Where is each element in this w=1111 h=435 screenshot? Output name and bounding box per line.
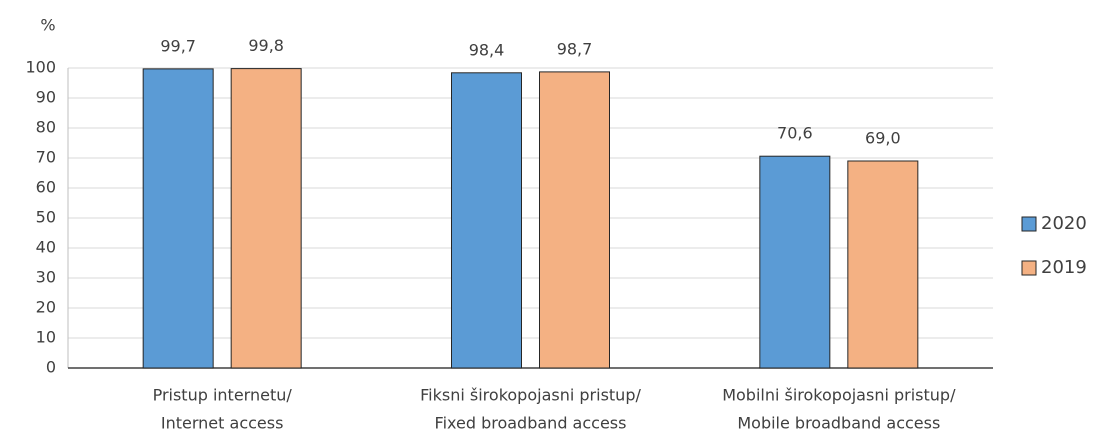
legend-label: 2020 (1041, 213, 1087, 234)
y-tick-label: 40 (36, 238, 56, 257)
y-tick-label: 30 (36, 268, 56, 287)
y-tick-label: 80 (36, 118, 56, 137)
y-tick-label: 90 (36, 88, 56, 107)
x-tick-label: Mobile broadband access (737, 414, 940, 433)
x-tick-label: Fiksni širokopojasni pristup/ (420, 386, 641, 405)
legend-swatch (1021, 216, 1037, 232)
y-tick-label: 20 (36, 298, 56, 317)
value-label: 99,8 (248, 36, 284, 55)
x-tick-label: Pristup internetu/ (153, 386, 293, 405)
y-axis-label: % (40, 16, 55, 35)
bar (230, 68, 302, 369)
x-tick-label: Fixed broadband access (435, 414, 627, 433)
bar (759, 155, 831, 369)
value-label: 69,0 (865, 129, 901, 148)
bar (539, 71, 610, 369)
value-label: 70,6 (777, 124, 813, 143)
value-label: 98,7 (557, 39, 593, 58)
y-tick-label: 70 (36, 148, 56, 167)
bar (847, 160, 919, 369)
y-tick-label: 60 (36, 178, 56, 197)
y-tick-label: 50 (36, 208, 56, 227)
y-tick-label: 10 (36, 328, 56, 347)
bar (142, 68, 214, 369)
x-tick-label: Mobilni širokopojasni pristup/ (722, 386, 956, 405)
y-tick-label: 100 (25, 58, 56, 77)
legend-label: 2019 (1041, 257, 1087, 278)
y-tick-label: 0 (46, 358, 56, 377)
value-label: 98,4 (469, 40, 505, 59)
bar (451, 72, 522, 369)
x-tick-label: Internet access (161, 414, 284, 433)
value-label: 99,7 (160, 36, 196, 55)
legend-swatch (1021, 260, 1037, 276)
